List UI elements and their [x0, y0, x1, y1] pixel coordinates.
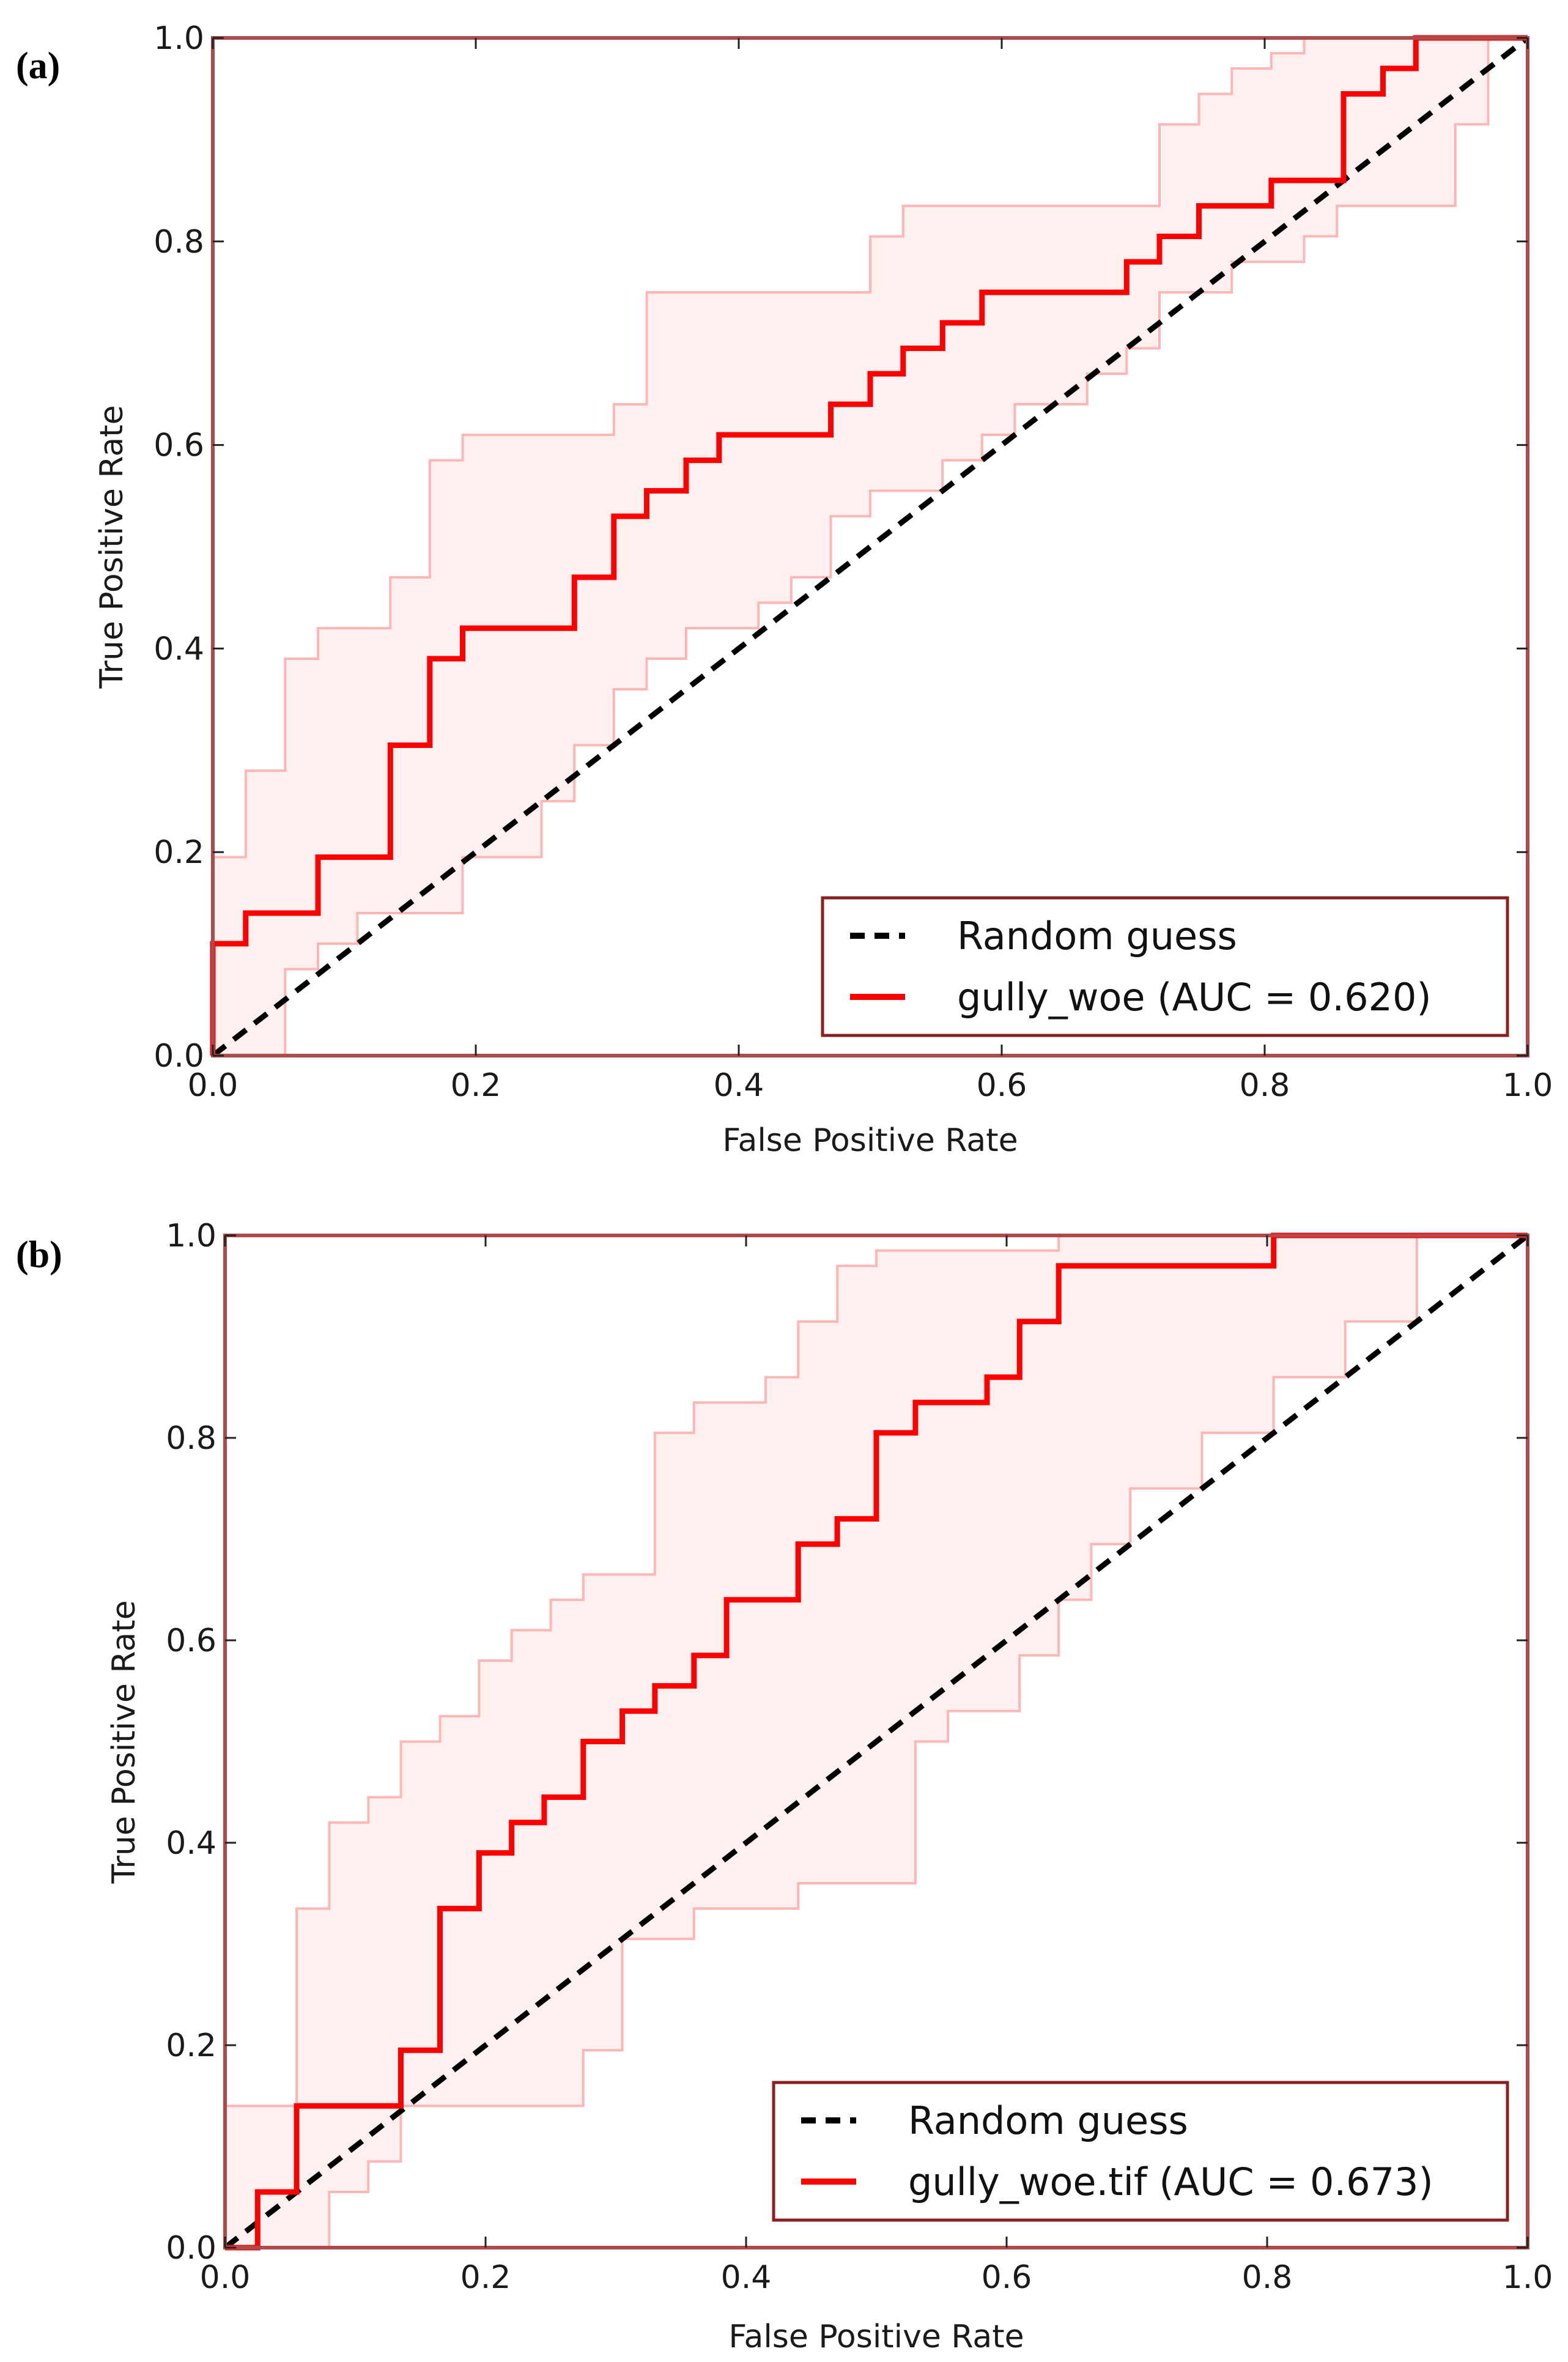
- y-tick-label-b: 0.6: [166, 1623, 216, 1659]
- legend-label-random-b: Random guess: [908, 2098, 1188, 2143]
- legend-b: Random guess gully_woe.tif (AUC = 0.673): [772, 2081, 1509, 2222]
- y-tick-label-a: 0.6: [153, 428, 204, 464]
- y-tick-label-b: 0.2: [166, 2027, 216, 2064]
- confidence-lower-line-a: [213, 37, 1528, 1057]
- panel-label-a: (a): [16, 45, 60, 87]
- x-tick-label-b: 0.4: [721, 2259, 772, 2296]
- y-tick-label-b: 0.8: [166, 1420, 216, 1457]
- x-axis-label-a: False Positive Rate: [722, 1122, 1018, 1159]
- y-tick-label-a: 0.2: [153, 834, 204, 871]
- y-tick-label-a: 0.0: [153, 1038, 204, 1075]
- legend-label-random-a: Random guess: [957, 914, 1237, 958]
- x-tick-label-a: 0.2: [451, 1067, 501, 1104]
- legend-label-roc-a: gully_woe (AUC = 0.620): [957, 975, 1432, 1020]
- y-axis-label-a: True Positive Rate: [94, 405, 130, 689]
- x-tick-label-a: 0.4: [714, 1067, 764, 1104]
- plot-frame-a: [211, 36, 1529, 1057]
- legend-box-a: [821, 896, 1509, 1037]
- panel-label-b: (b): [16, 1234, 62, 1276]
- x-tick-label-a: 1.0: [1503, 1067, 1553, 1104]
- random-guess-line-b: [223, 1233, 1529, 2250]
- confidence-upper-line-b: [224, 1234, 1528, 2248]
- x-tick-label-b: 0.8: [1242, 2259, 1293, 2296]
- confidence-lower-line-b: [225, 1234, 1528, 2249]
- y-tick-label-b: 0.0: [166, 2230, 216, 2267]
- legend-a: Random guess gully_woe (AUC = 0.620): [821, 896, 1509, 1037]
- roc-curve-b: [225, 1232, 1528, 2251]
- y-tick-label-b: 0.4: [166, 1825, 216, 1862]
- roc-panel-a: (a) 0.0 0.2 0.4 0.6 0.8 1.0 0.0 0.2 0.4 0.6 0.8 1.…: [16, 20, 1553, 1159]
- y-tick-label-a: 0.4: [153, 631, 204, 667]
- x-tick-label-a: 0.0: [188, 1067, 239, 1104]
- x-tick-label-b: 0.6: [982, 2259, 1032, 2296]
- x-tick-label-b: 0.2: [460, 2259, 511, 2296]
- roc-curve-a: [210, 35, 1528, 1056]
- random-guess-line-a: [211, 35, 1529, 1058]
- legend-label-roc-b: gully_woe.tif (AUC = 0.673): [908, 2160, 1433, 2204]
- plot-frame-b: [223, 1234, 1529, 2249]
- x-tick-label-b: 1.0: [1503, 2259, 1553, 2296]
- y-tick-label-a: 1.0: [153, 20, 204, 57]
- y-tick-label-a: 0.8: [153, 224, 204, 261]
- roc-panel-b: (b) 0.0 0.2 0.4 0.6 0.8 1.0 0.0 0.2 0.4 0.6 0.8 1.…: [16, 1218, 1553, 2355]
- x-tick-label-a: 0.6: [977, 1067, 1027, 1104]
- x-tick-label-a: 0.8: [1240, 1067, 1290, 1104]
- confidence-upper-line-a: [212, 37, 1528, 1056]
- x-axis-label-b: False Positive Rate: [728, 2319, 1024, 2355]
- y-tick-label-b: 1.0: [166, 1218, 216, 1254]
- y-axis-label-b: True Positive Rate: [106, 1600, 142, 1884]
- x-tick-label-b: 0.0: [200, 2259, 251, 2296]
- legend-box-b: [772, 2081, 1509, 2222]
